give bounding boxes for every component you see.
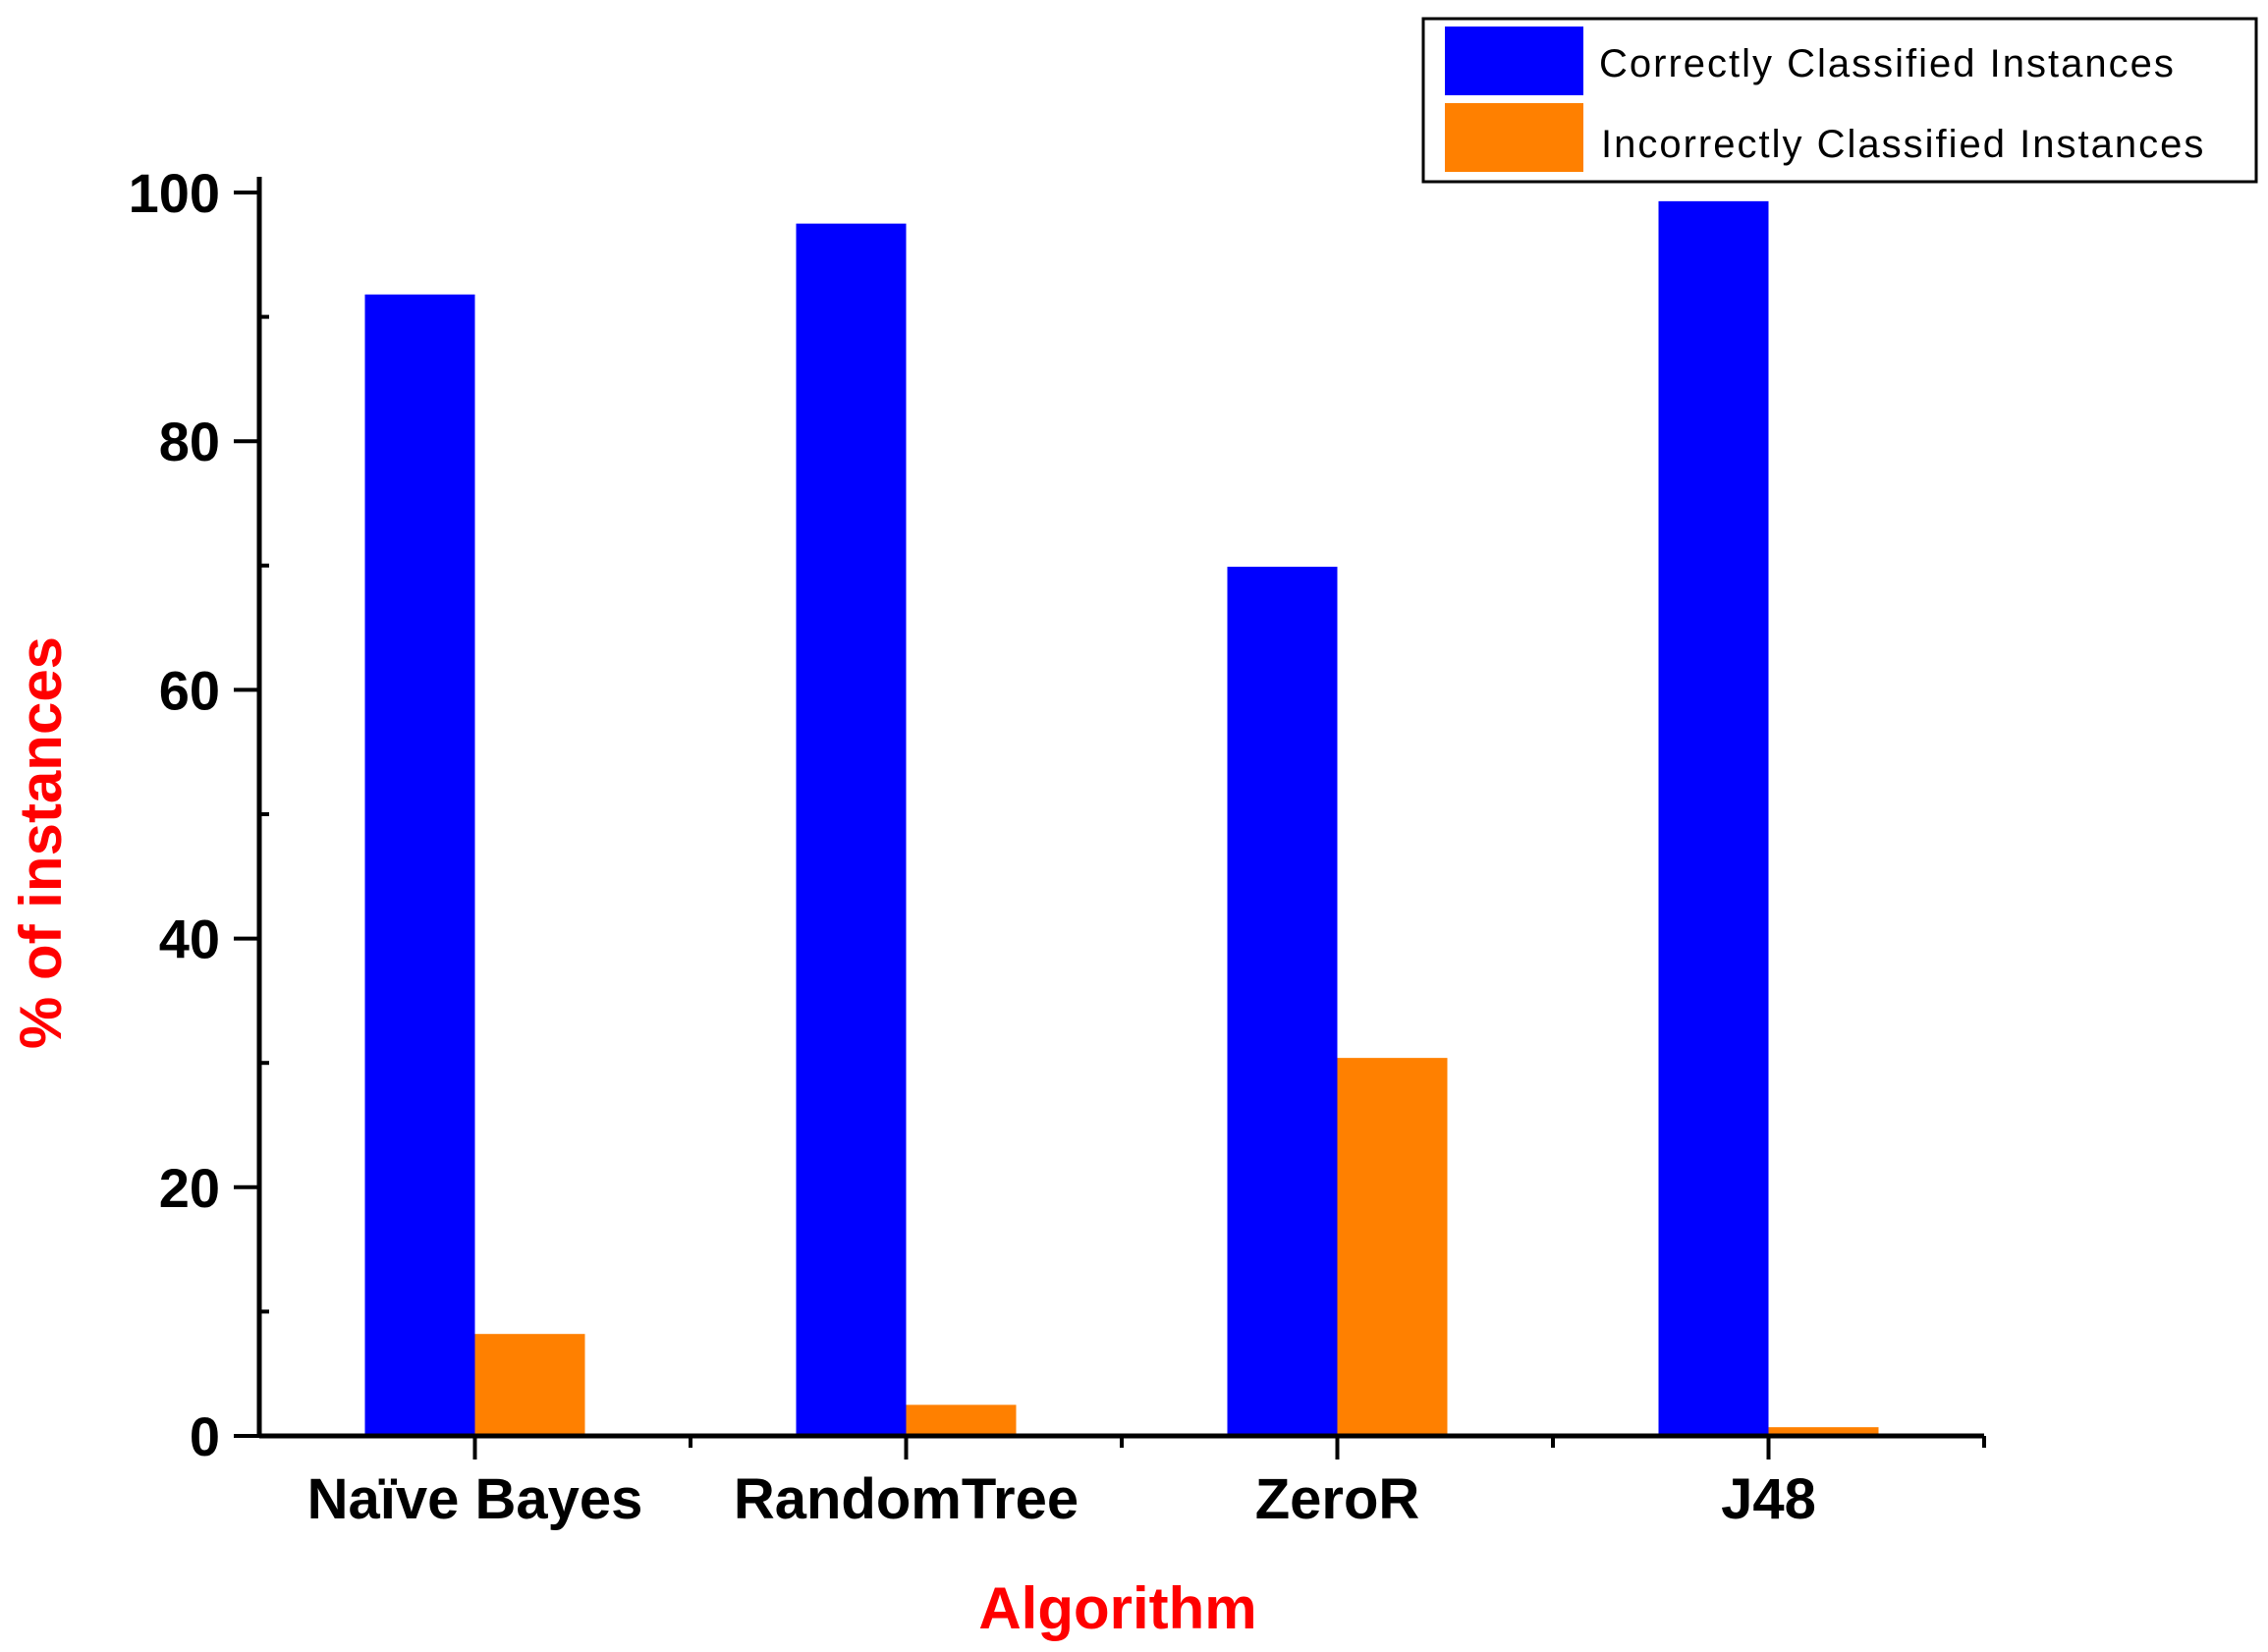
- bar-correct-2: [1227, 567, 1338, 1436]
- bars-layer: [364, 200, 1879, 1436]
- x-tick-label: RandomTree: [734, 1467, 1079, 1531]
- y-tick-label: 80: [159, 411, 220, 472]
- labels-layer: 0 20 40 60 80 100 Naïve Bayes RandomTree ZeroR J4…: [129, 162, 1816, 1531]
- y-tick-label: 40: [159, 909, 220, 970]
- legend-label-correct: Correctly Classified Instances: [1599, 42, 2176, 85]
- y-tick-label: 20: [159, 1157, 220, 1219]
- y-axis-title: % of instances: [8, 636, 74, 1049]
- x-axis-title: Algorithm: [978, 1575, 1256, 1641]
- bar-incorrect-0: [474, 1334, 585, 1436]
- axes-layer: [234, 177, 1986, 1459]
- bar-incorrect-1: [906, 1404, 1017, 1436]
- bar-correct-0: [364, 294, 475, 1436]
- legend-label-incorrect: Incorrectly Classified Instances: [1601, 123, 2205, 166]
- y-tick-label: 0: [190, 1405, 220, 1467]
- bar-incorrect-2: [1337, 1058, 1448, 1436]
- x-tick-label: ZeroR: [1255, 1467, 1420, 1531]
- bar-correct-1: [796, 223, 907, 1436]
- x-tick-label: J48: [1721, 1467, 1816, 1531]
- legend-swatch-correct: [1445, 27, 1583, 95]
- x-tick-label: Naïve Bayes: [307, 1467, 643, 1531]
- legend: Correctly Classified Instances Incorrect…: [1421, 17, 2258, 184]
- bar-incorrect-3: [1768, 1427, 1879, 1436]
- y-tick-label: 60: [159, 659, 220, 721]
- bar-correct-3: [1658, 200, 1769, 1436]
- y-tick-label: 100: [129, 162, 220, 224]
- legend-swatch-incorrect: [1445, 103, 1583, 172]
